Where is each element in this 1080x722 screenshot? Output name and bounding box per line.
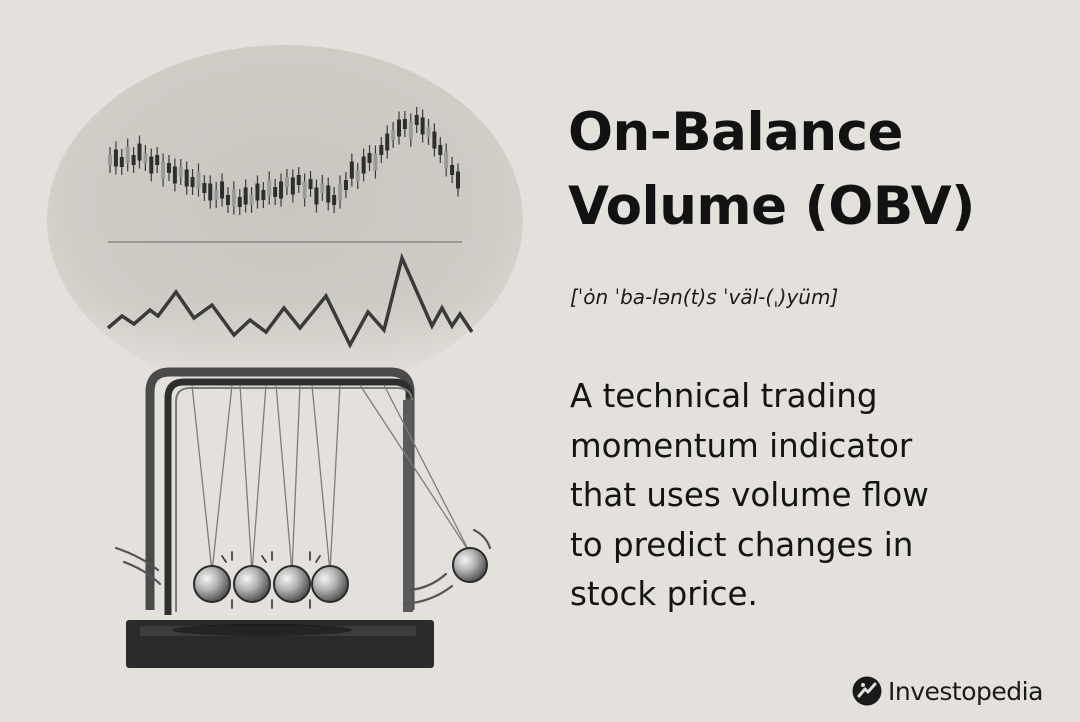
candle-body: [184, 169, 189, 187]
candlestick-chart-icon: [108, 107, 460, 215]
ball-2: [233, 565, 271, 603]
candle-body: [161, 161, 166, 179]
candle-body: [131, 155, 136, 165]
candle-body: [225, 195, 230, 205]
candle-body: [456, 171, 460, 189]
ball-4: [311, 565, 349, 603]
candle-body: [308, 179, 313, 189]
candle-body: [243, 187, 248, 205]
candle-body: [237, 197, 242, 207]
candle-body: [190, 177, 195, 187]
candle-body: [249, 195, 254, 205]
candle-body: [332, 195, 337, 205]
ball-swinging: [452, 547, 488, 583]
candle-body: [432, 131, 437, 149]
candle-body: [279, 181, 284, 199]
candle-body: [290, 177, 295, 195]
motion-lines: [114, 528, 492, 606]
definition-text: A technical trading momentum indicator t…: [570, 372, 1040, 620]
candle-body: [137, 143, 142, 161]
candle-body: [426, 127, 431, 137]
candle-body: [155, 155, 160, 165]
candle-body: [420, 117, 425, 135]
candle-body: [391, 130, 396, 140]
title-line-1: On-Balance: [568, 102, 903, 163]
candle-body: [361, 156, 366, 174]
candle-body: [338, 183, 343, 201]
obv-line-icon: [106, 252, 474, 349]
candle-body: [214, 190, 219, 200]
candle-body: [367, 153, 372, 163]
definition-line-2: momentum indicator: [570, 426, 913, 465]
candle-body: [261, 190, 266, 200]
halo-background: [40, 45, 530, 410]
candle-body: [408, 121, 413, 139]
candle-body: [196, 171, 201, 189]
candle-body: [231, 189, 236, 207]
newtons-cradle-illustration: [40, 45, 530, 668]
candle-body: [178, 167, 183, 177]
definition-line-1: A technical trading: [570, 377, 878, 415]
brand-logo: Investopedia: [852, 672, 1043, 710]
candle-body: [166, 163, 171, 173]
brand-name: Investopedia: [888, 676, 1043, 706]
candle-body: [397, 119, 402, 137]
candle-body: [355, 171, 360, 181]
candle-body: [296, 175, 301, 185]
candle-body: [379, 145, 384, 155]
candle-body: [373, 153, 378, 171]
candle-body: [108, 155, 112, 165]
candle-body: [450, 165, 455, 175]
candle-body: [438, 145, 443, 155]
candle-body: [113, 149, 118, 167]
candle-body: [444, 151, 449, 169]
candle-body: [343, 180, 348, 190]
candle-body: [273, 187, 278, 197]
definition-line-5: stock price.: [570, 575, 758, 613]
candle-body: [320, 183, 325, 193]
cradle-frame: [145, 367, 415, 615]
ball-3: [273, 565, 311, 603]
cradle-base: [126, 620, 434, 668]
candle-body: [172, 166, 177, 184]
candle-body: [284, 177, 289, 187]
definition-line-4: to predict changes in: [570, 525, 914, 564]
candle-body: [220, 181, 225, 199]
ball-1: [193, 565, 231, 603]
candle-body: [125, 146, 130, 164]
candle-body: [267, 179, 272, 197]
candle-body: [143, 153, 148, 163]
pendulum-strings: [191, 384, 471, 573]
candle-body: [402, 119, 407, 129]
candle-body: [385, 133, 390, 151]
title-line-2: Volume (OBV): [568, 176, 975, 237]
investopedia-logo-icon: [852, 676, 882, 706]
pronunciation: [ˈȯn ˈba-lən(t)s ˈväl-(ˌ)yüm]: [570, 285, 839, 309]
candle-body: [149, 156, 154, 174]
candle-body: [208, 183, 213, 201]
candle-body: [349, 161, 354, 179]
collision-sparks: [221, 551, 321, 609]
candle-body: [326, 185, 331, 203]
candle-body: [302, 181, 307, 199]
candle-body: [414, 115, 419, 125]
candle-body: [255, 183, 260, 201]
pendulum-balls: [193, 547, 488, 603]
candle-body: [119, 157, 124, 167]
candle-body: [314, 187, 319, 205]
definition-line-3: that uses volume flow: [570, 476, 929, 514]
candle-body: [202, 183, 207, 193]
page-title: On-Balance Volume (OBV): [568, 96, 1048, 244]
